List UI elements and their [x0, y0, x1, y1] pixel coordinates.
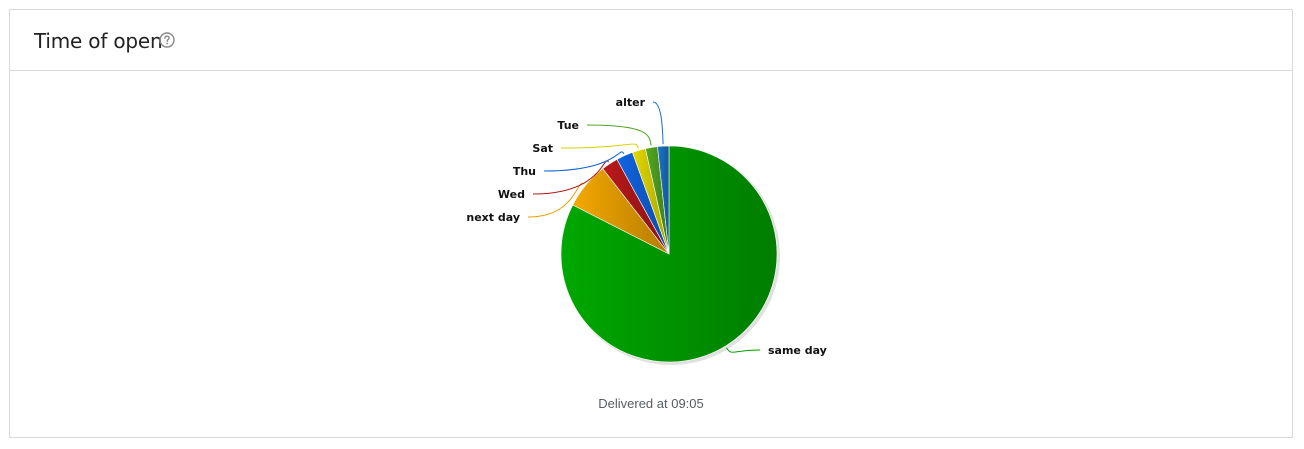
slice-label-tue: Tue: [557, 119, 579, 132]
connector-sat: [560, 143, 639, 149]
connector-same-day: [726, 347, 761, 353]
connector-next-day: [527, 182, 585, 218]
pie-slice-alter[interactable]: [657, 145, 670, 255]
chart-area: same day next day Wed Thu Sat Tue alter Delive…: [10, 71, 1292, 437]
chart-caption: Delivered at 09:05: [598, 396, 704, 411]
slice-label-wed: Wed: [498, 188, 525, 201]
panel-header: Time of open: [10, 10, 1292, 71]
slice-label-thu: Thu: [513, 165, 536, 178]
time-of-open-panel: Time of open same day next day Wed Thu Sat Tu…: [9, 9, 1293, 438]
slice-label-same-day: same day: [768, 344, 827, 357]
pie-chart: same day next day Wed Thu Sat Tue alter: [466, 96, 827, 365]
connector-alter: [652, 101, 664, 145]
connector-tue: [586, 124, 652, 146]
panel-title: Time of open: [34, 29, 163, 53]
question-circle-icon[interactable]: [159, 32, 175, 48]
slice-label-next-day: next day: [466, 211, 520, 224]
pie-slice-same-day[interactable]: [560, 145, 778, 363]
slice-label-sat: Sat: [532, 142, 553, 155]
connector-thu: [543, 151, 625, 172]
slice-label-alter: alter: [616, 96, 646, 109]
